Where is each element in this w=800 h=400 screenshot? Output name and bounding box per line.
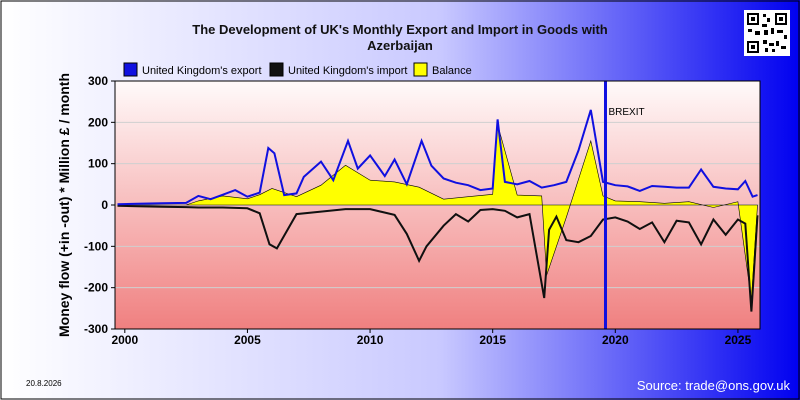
plot-frame xyxy=(114,80,761,330)
annotation-layer: BREXIT xyxy=(603,81,645,329)
y-tick-label-5: -200 xyxy=(84,281,108,295)
qr-code-icon xyxy=(744,10,790,56)
legend-label-import: United Kingdom's import xyxy=(288,65,408,77)
x-tick-label-1: 2005 xyxy=(234,333,261,347)
chart-title-line-1: The Development of UK's Monthly Export a… xyxy=(192,22,608,37)
chart-title-line-2: Azerbaijan xyxy=(367,38,433,53)
legend: United Kingdom's export United Kingdom's… xyxy=(123,62,472,77)
y-tick-label-4: -100 xyxy=(84,239,108,253)
series-export-line xyxy=(117,109,758,206)
x-tick-label-3: 2015 xyxy=(479,333,506,347)
y-tick-label-3: 0 xyxy=(101,198,108,212)
y-axis-label: Money flow (+in -out) * Million £ / mont… xyxy=(56,73,72,337)
source-label: Source: trade@ons.gov.uk xyxy=(637,378,791,393)
series-balance-area xyxy=(117,124,758,301)
y-tick-label-6: -300 xyxy=(84,322,108,336)
x-tick-label-0: 2000 xyxy=(111,333,138,347)
legend-label-balance: Balance xyxy=(432,65,472,77)
legend-label-export: United Kingdom's export xyxy=(142,65,262,77)
date-label: 20.8.2026 xyxy=(26,379,62,388)
y-tick-label-1: 200 xyxy=(88,115,108,129)
x-tick-label-4: 2020 xyxy=(602,333,629,347)
y-tick-label-2: 100 xyxy=(88,157,108,171)
series-layer xyxy=(117,109,759,312)
x-tick-label-5: 2025 xyxy=(725,333,752,347)
x-tick-label-2: 2010 xyxy=(357,333,384,347)
y-tick-label-0: 300 xyxy=(88,74,108,88)
legend-swatch-export xyxy=(123,62,138,77)
brexit-label: BREXIT xyxy=(608,107,644,118)
legend-swatch-import xyxy=(269,62,284,77)
legend-swatch-balance xyxy=(413,62,428,77)
series-import-line xyxy=(117,204,759,312)
